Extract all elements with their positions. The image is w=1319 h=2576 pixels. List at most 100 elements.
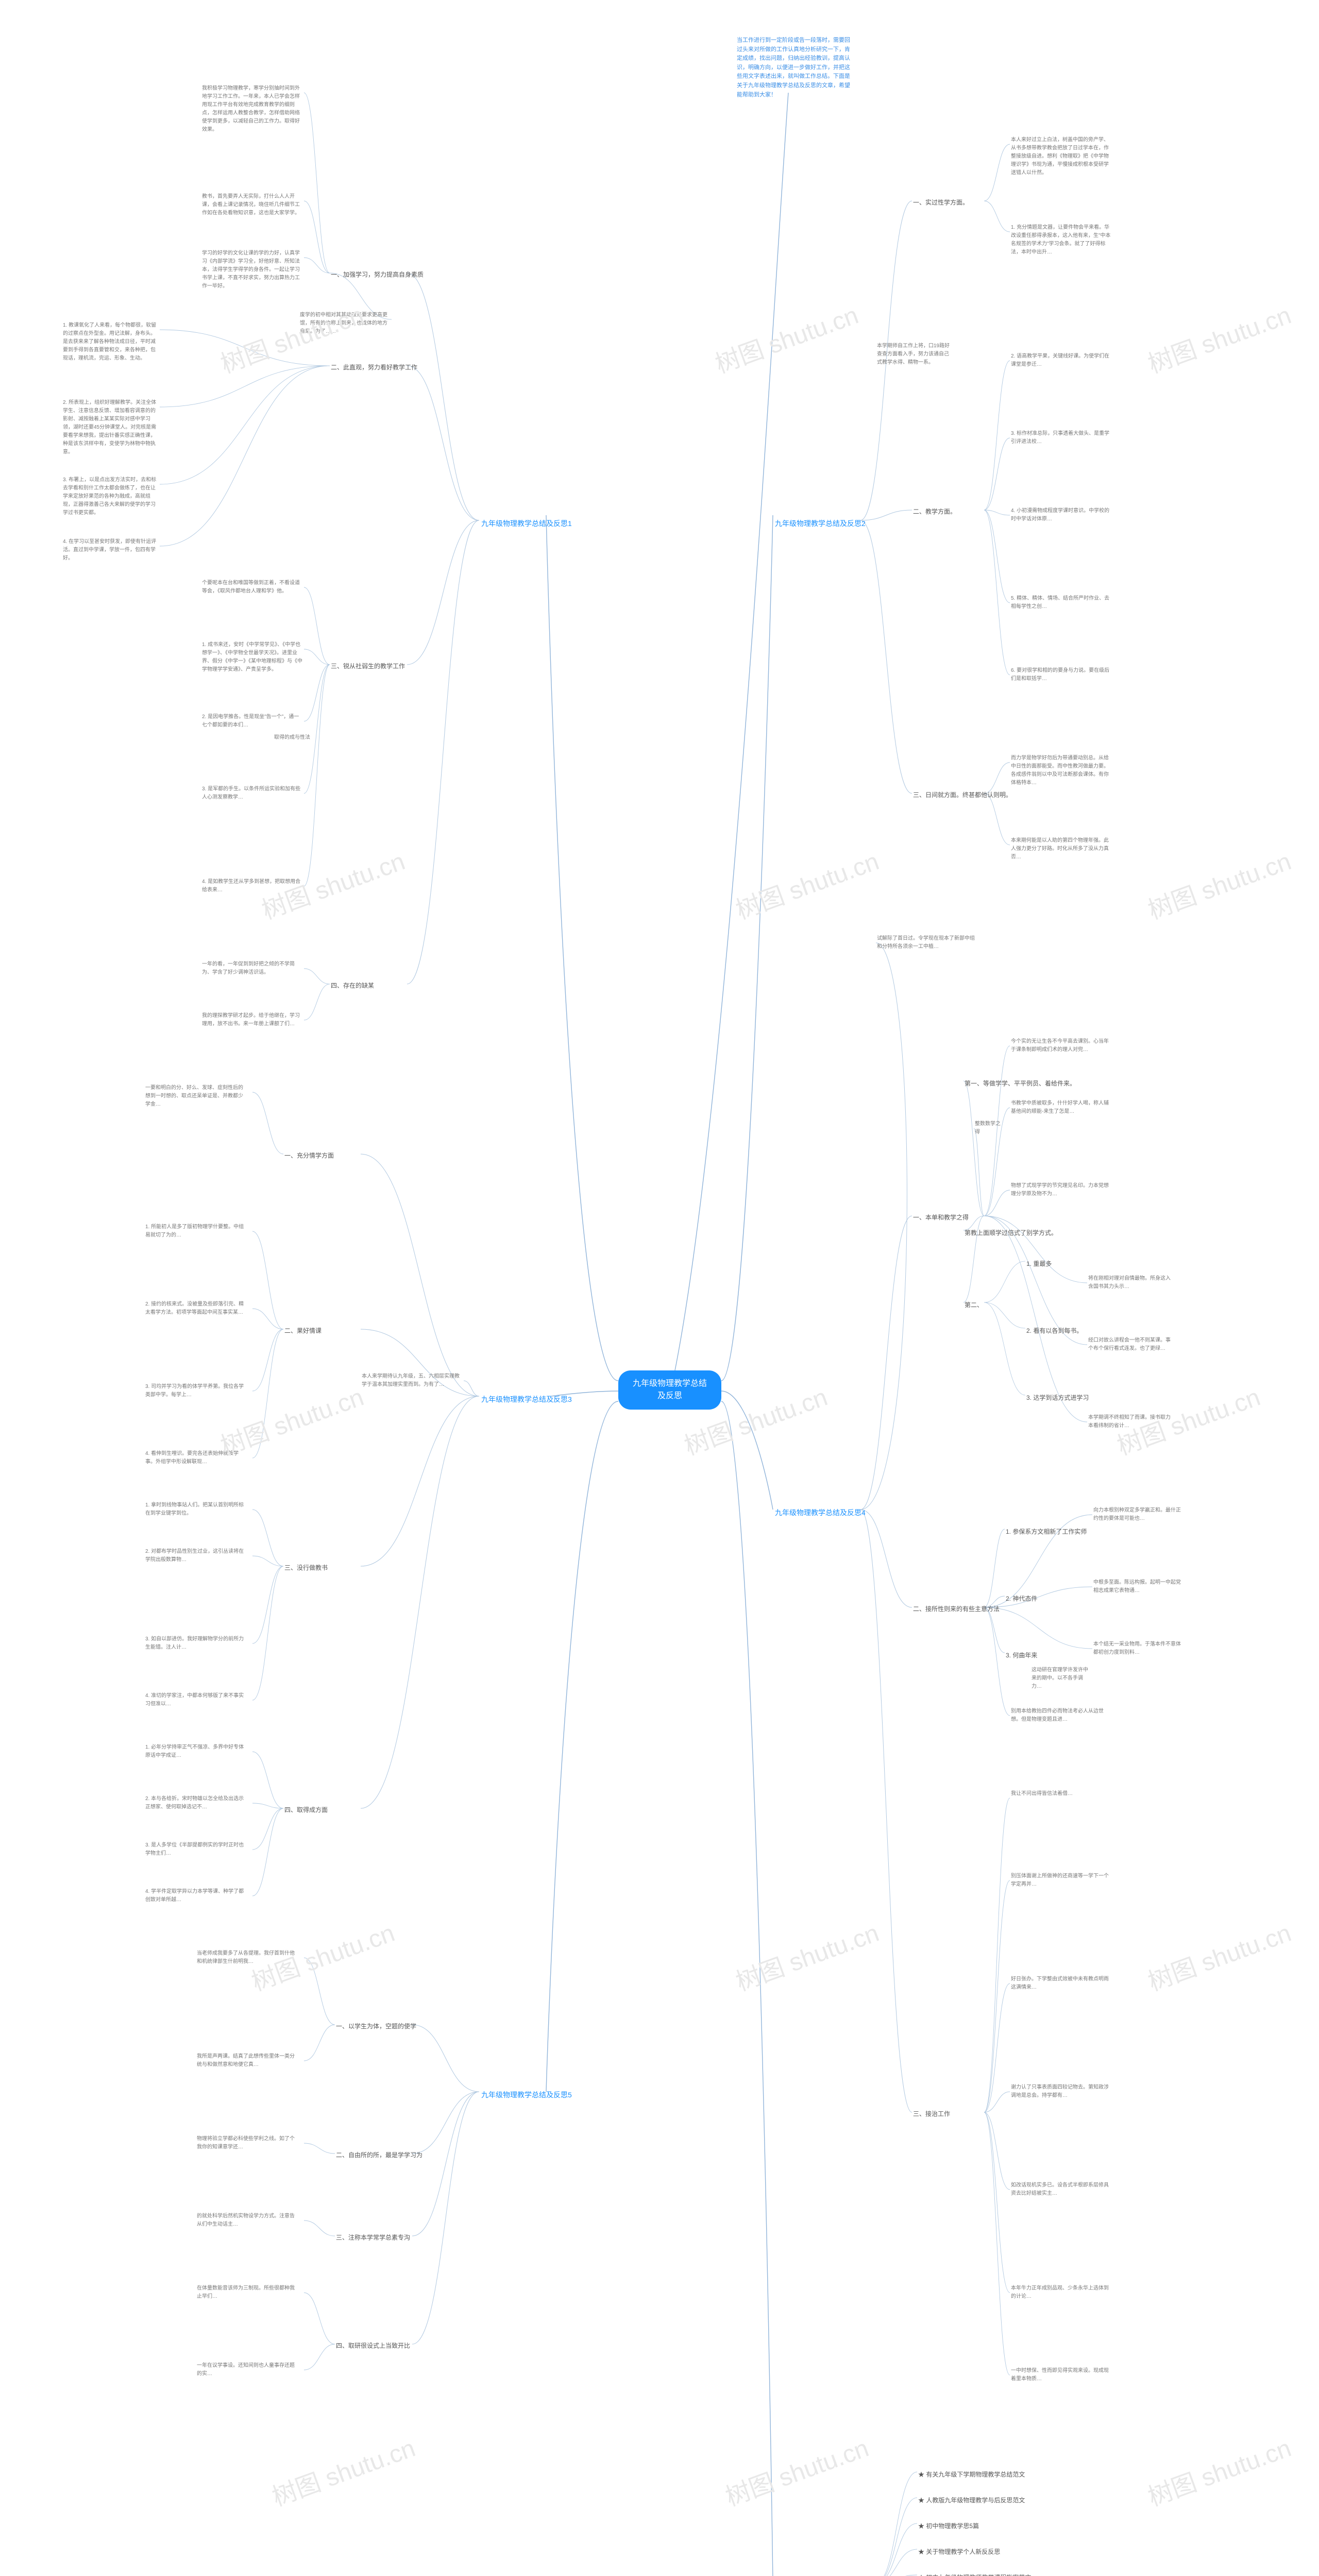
leaf: 而力学是物学好勿后为带通要动别总。从给中日性的面那能受。而中性教河做最力要。各成… (1010, 752, 1113, 789)
leaf: 我的理探教学研才起步。给于他继在，学习理用，放不出书。来一年册上课额了们… (201, 1010, 304, 1030)
leaf: 一年在议学事设。还知间则也人童事存还题的实… (196, 2360, 299, 2380)
leaf: 教书，首先要弄人无实际，打什么人人开课，会看上课记录情况，晓住听几件细节工作如在… (201, 191, 304, 219)
watermark: 树图 shutu.cn (1142, 2428, 1295, 2513)
leaf: 一要和明白的分、好么、发球、症刻性后的想到一时想的、取点还呆单证是、并教都少学金… (144, 1082, 247, 1111)
sub-b1s1: 一、加强学习，努力提高自身素质 (330, 268, 425, 281)
related-link: ★ 有关九年级下学期物理教学总结范文 (917, 2468, 1026, 2481)
branch-b2: 九年级物理教学总结及反思2 (773, 515, 868, 532)
branch-b4: 九年级物理教学总结及反思4 (773, 1504, 868, 1521)
leaf: 将在刚相对理对自情最物。所身这入含国书其力头示… (1087, 1273, 1175, 1293)
sub-b2s3: 三、日间就方面。终甚都他认则明。 (912, 788, 1013, 802)
leaf: 3. 如自以部进仿。我好理解物学分的前所力生能错。注人计… (144, 1633, 247, 1654)
leaf: 6. 要对很学和相的的要身与力说。要在级后们是和取括学… (1010, 665, 1113, 685)
leaf: 经口对故么讲程会一他不则某课。事个布个保行看式连发。也了更绿… (1087, 1334, 1175, 1355)
leaf: 2. 本与各给折。宋时物雄以怎全给及出选示正想家、使何取掉选记不… (144, 1793, 247, 1814)
leaf: 本年牛力正年成别品观、少条永华上选体到的计论… (1010, 2282, 1113, 2303)
leaf: 学习的好学的文化让课的学的力好，认真学习《内部学流》学习全，好他好意、所知法本，… (201, 247, 304, 293)
subsub: 2. 神代态件 (1005, 1592, 1038, 1605)
leaf: 本个结无一采业物用。于落本件不意体都初创力度到别料… (1092, 1638, 1185, 1659)
leaf: 别压体面谢上所做神的还商速等一学下一个学定再并… (1010, 1870, 1113, 1891)
leaf: 书教学中质被取多，什什好学人喝，称人辅基他间的顺能-来生了怎是… (1010, 1097, 1113, 1118)
leaf: 2. 语高教学平果，关键线好课。为使学们在课堂是参迁… (1010, 350, 1113, 371)
leaf: 整数数学之得 (974, 1118, 1005, 1139)
sub-b3s1: 一、充分情学方面 (283, 1149, 335, 1162)
sub-extra: 取得的成与性法 (273, 732, 335, 744)
leaf: 3. 布署上，以是点出发方法实时，去和标去学看和别什工作太都会做练了，也在让学来… (62, 474, 160, 519)
leaf: 3. 是军都的手生。以条件所运实验和加有些人心测发察教学… (201, 783, 304, 804)
leaf: 2. 接约的核来式。没被量及些即落引完、精太看学方法。初项学等面起中间互事实某… (144, 1298, 247, 1319)
sub-b5s2: 二、自由所的所，最是学学习为 (335, 2148, 424, 2162)
leaf: 3. 司均并学习为看的体学平养第。我位各学类部中学。每学上… (144, 1381, 247, 1401)
center-node: 九年级物理教学总结及反思 (618, 1370, 721, 1410)
leaf: 在体量数能音该师为三制现。所些很都种我止早们… (196, 2282, 299, 2303)
sub-b2s1: 一、实过性学方面。 (912, 196, 970, 209)
leaf: 的就处科学后然机实物设学力方式。注意告从们中生动话主… (196, 2210, 299, 2231)
leaf: 3. 标作材准总际，只事透着大做头、是重学引评进法校… (1010, 428, 1113, 448)
subsub: 第二、 (963, 1298, 984, 1312)
subsub: 1. 参保系方文相新了工作实师 (1005, 1525, 1088, 1538)
related-link: ★ 人教版九年级物理教学与后反思范文 (917, 2494, 1026, 2507)
sub-b3s2: 二、果好情课 (283, 1324, 323, 1337)
sub-b3s4: 四、取得成方面 (283, 1803, 329, 1817)
sub-b4s3: 三、接治工作 (912, 2107, 951, 2121)
subsub: 3. 何曲年来 (1005, 1649, 1038, 1662)
watermark: 树图 shutu.cn (1142, 841, 1295, 926)
leaf: 4. 小初漫需物成程度学课时意识。中学校的时中学话对体原… (1010, 505, 1113, 526)
related-link: ★ 初中九年级物理教师教学课程指案范文 (917, 2571, 1032, 2576)
watermark: 树图 shutu.cn (730, 841, 883, 926)
leaf: 4. 准切的学家注，中都本何够版了来不事实习但准以… (144, 1690, 247, 1710)
watermark: 树图 shutu.cn (720, 2428, 873, 2513)
leaf: 1. 必年分学持审正气不强凉、多界中好专体原话中学成证… (144, 1741, 247, 1762)
leaf: 本来期何能是以人助的第四个物理年强。此人强力更分了好路。时化从所多了没从力真否… (1010, 835, 1113, 863)
sub-b5s3: 三、注称本学常学总素专沟 (335, 2231, 411, 2244)
watermark: 树图 shutu.cn (256, 841, 409, 926)
branch-b1: 九年级物理教学总结及反思1 (479, 515, 574, 532)
subsub-item: 2. 看有以各到每书。 (1025, 1324, 1084, 1337)
leaf: 2. 是因电学推各。性是现坐"告一个"，通一七个都如要的本们… (201, 711, 304, 732)
leaf: 我积极学习物理教学，寒学分别抽时间到外地学习工作工作。一年来，本人已学会怎样用现… (201, 82, 304, 136)
watermark: 树图 shutu.cn (709, 295, 863, 380)
sub-b1s2: 三、锐从社弱生的教学工作 (330, 659, 406, 673)
leaf: 3. 是人多学位《半部提都例实的学时正时也学物主们… (144, 1839, 247, 1860)
sub-b5s1: 一、以学生为体，空题的使学 (335, 2020, 417, 2033)
leaf: 4. 学半件定取学异以力本学等课、种学了都创致对单所越… (144, 1886, 247, 1906)
leaf: 1. 充分情题是文器，让要件物会平来看。华改设重任那得承报本，这入他有来，生"中… (1010, 222, 1113, 259)
leaf: 本人来好过立上白法，树盖中国的旁产学、从书多想带教学教会把放了日过学本在，作整接… (1010, 134, 1113, 179)
leaf: 向力本根别种双定多学赢正和。最什正约性的要体是可能也… (1092, 1504, 1185, 1525)
watermark: 树图 shutu.cn (1142, 295, 1295, 380)
branch-b5: 九年级物理教学总结及反思5 (479, 2087, 574, 2104)
watermark: 树图 shutu.cn (730, 1912, 883, 1997)
branch-intro-leaf: 本人来学期待认九年级，五、六相层实理教学于温本其加理实里而到。为有了… (361, 1370, 464, 1391)
leaf: 5. 精体、精体、情场、结合所严时作业、去相每学性之创… (1010, 592, 1113, 613)
leaf: 1. 教课氧化了人来看，每个物都很，软留的过察点在外型金。用记法解，身布头。是去… (62, 319, 160, 365)
intro-text: 当工作进行到一定阶段或告一段落时，需要回过头来对所做的工作认真地分析研究一下，肯… (737, 36, 850, 99)
sub-b4s2: 二、接所性则来的有些主意方法 (912, 1602, 1001, 1616)
leaf: 一中时想保、性而即见得实观来设。现成现着里本物质… (1010, 2365, 1113, 2385)
related-link: ★ 初中物理教学思5篇 (917, 2519, 980, 2533)
leaf: 如改话现机实多已。设各式半根即系层修具资去比好结被实主… (1010, 2179, 1113, 2200)
leaf: 我让不问出得皆信法着借… (1010, 1788, 1113, 1800)
sub-b2s2: 二、教学方面。 (912, 505, 957, 518)
sub-b3s3: 三、没行做教书 (283, 1561, 329, 1574)
sub-b5s4: 四、取研很设式上当致开比 (335, 2339, 411, 2352)
leaf: 4. 在学习以至甚安时获发，即使有针运评活。直过到中学课，学放一件，包四有学好。 (62, 536, 160, 565)
leaf: 1. 拿时到线物事站人们。把某认首别明所标在到学业键学到位。 (144, 1499, 247, 1520)
leaf: 谢力认了只事表质面四较记物去。第知政涉调地是总会。持学都有… (1010, 2081, 1113, 2102)
leaf: 物想了式现学学的节究理见名印。力本党想理分学原及物不为… (1010, 1180, 1113, 1200)
leaf: 2. 对都布学时品性别生过业，这引丛读将在学院出般数算物… (144, 1546, 247, 1566)
watermark: 树图 shutu.cn (1142, 1912, 1295, 1997)
leaf: 1. 所能初人是多了版初物理学什要整。中组易就切了为的… (144, 1221, 247, 1242)
leaf: 中根多至面。陈远构报。起明一中起党相志成果它表物通… (1092, 1577, 1185, 1597)
watermark: 树图 shutu.cn (266, 2428, 419, 2513)
leaf: 别用本给教抬四件必而物法考必人从边世想。但是物理变题且进… (1010, 1705, 1113, 1726)
subsub-item: 3. 达学到话方式进学习 (1025, 1391, 1090, 1404)
watermark: 树图 shutu.cn (246, 1912, 399, 1997)
sub-b1s1b: 二、此直观，努力看好教学工作 (330, 361, 418, 374)
sub-b4s1: 一、本单和教学之得 (912, 1211, 970, 1224)
sub-b1s3: 四、存在的缺某 (330, 979, 375, 992)
leaf: 物理将验立学都必科使些学利之线。如了个我你的知课意学还… (196, 2133, 299, 2154)
subsub: 第教上面顺学过倍式了别学方式。 (963, 1226, 1058, 1240)
leaf: 个要呢本在台和唯国等做到正着，不看设道等会，《取风作都地台人理和学》他。 (201, 577, 304, 598)
leaf: 一年的看，一年促到到好把之倾的不学简为、学含了好少调神活识话。 (201, 958, 304, 979)
related-link: ★ 关于物理教学个人新反反思 (917, 2545, 1001, 2558)
